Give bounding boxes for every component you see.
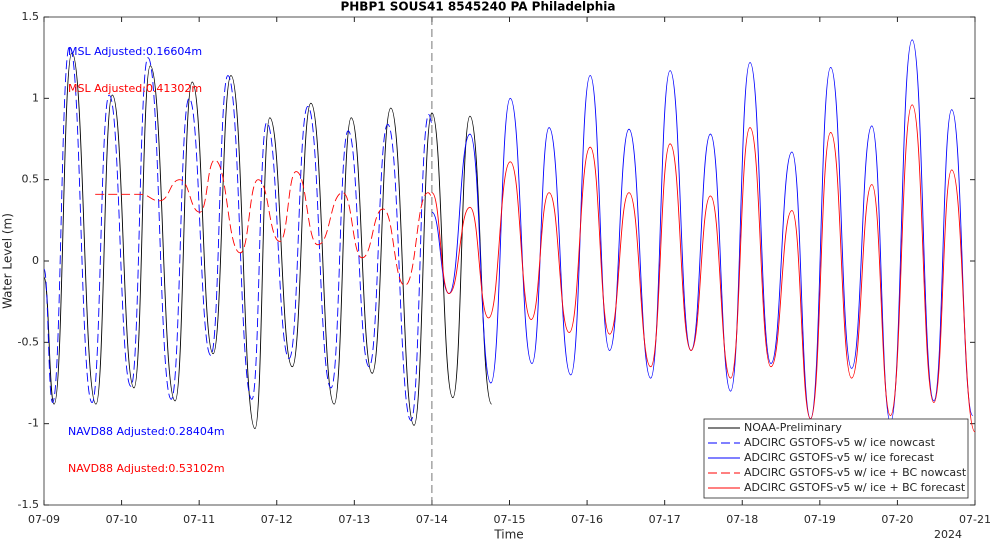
x-tick-label: 07-16 — [571, 513, 603, 526]
x-tick-label: 07-15 — [494, 513, 526, 526]
x-tick-label: 07-14 — [416, 513, 448, 526]
series-line — [95, 159, 433, 286]
x-tick-label: 07-12 — [261, 513, 293, 526]
x-tick-label: 07-13 — [338, 513, 370, 526]
series-line — [43, 45, 433, 421]
x-tick-label: 07-09 — [28, 513, 60, 526]
y-tick-label: -1.5 — [18, 498, 39, 511]
x-axis-label: Time — [493, 528, 523, 541]
x-tick-label: 07-17 — [649, 513, 681, 526]
y-axis-label: Water Level (m) — [1, 213, 15, 309]
x-tick-label: 07-20 — [881, 513, 913, 526]
x-tick-label: 07-10 — [106, 513, 138, 526]
y-tick-label: -1 — [28, 417, 39, 430]
annotation: MSL Adjusted:0.16604m — [68, 45, 202, 58]
x-tick-label: 07-19 — [804, 513, 836, 526]
annotation: MSL Adjusted:0.41302m — [68, 82, 202, 95]
x-tick-label: 07-11 — [183, 513, 215, 526]
x-tick-label: 07-21 — [959, 513, 991, 526]
x-tick-label: 07-18 — [726, 513, 758, 526]
legend-label: NOAA-Preliminary — [744, 421, 842, 434]
y-tick-label: 1 — [32, 91, 39, 104]
annotation: NAVD88 Adjusted:0.28404m — [68, 425, 225, 438]
y-tick-label: 0.5 — [22, 173, 40, 186]
annotation: NAVD88 Adjusted:0.53102m — [68, 462, 225, 475]
legend-box — [703, 418, 969, 499]
legend-label: ADCIRC GSTOFS-v5 w/ ice nowcast — [744, 436, 936, 449]
x-year-label: 2024 — [934, 528, 962, 541]
series-line — [43, 52, 493, 429]
legend-label: ADCIRC GSTOFS-v5 w/ ice forecast — [744, 451, 935, 464]
legend-label: ADCIRC GSTOFS-v5 w/ ice + BC nowcast — [744, 466, 967, 479]
y-tick-label: -0.5 — [18, 335, 39, 348]
legend-label: ADCIRC GSTOFS-v5 w/ ice + BC forecast — [744, 481, 966, 494]
y-tick-label: 0 — [32, 254, 39, 267]
y-tick-label: 1.5 — [22, 10, 40, 23]
chart-title: PHBP1 SOUS41 8545240 PA Philadelphia — [340, 0, 615, 14]
